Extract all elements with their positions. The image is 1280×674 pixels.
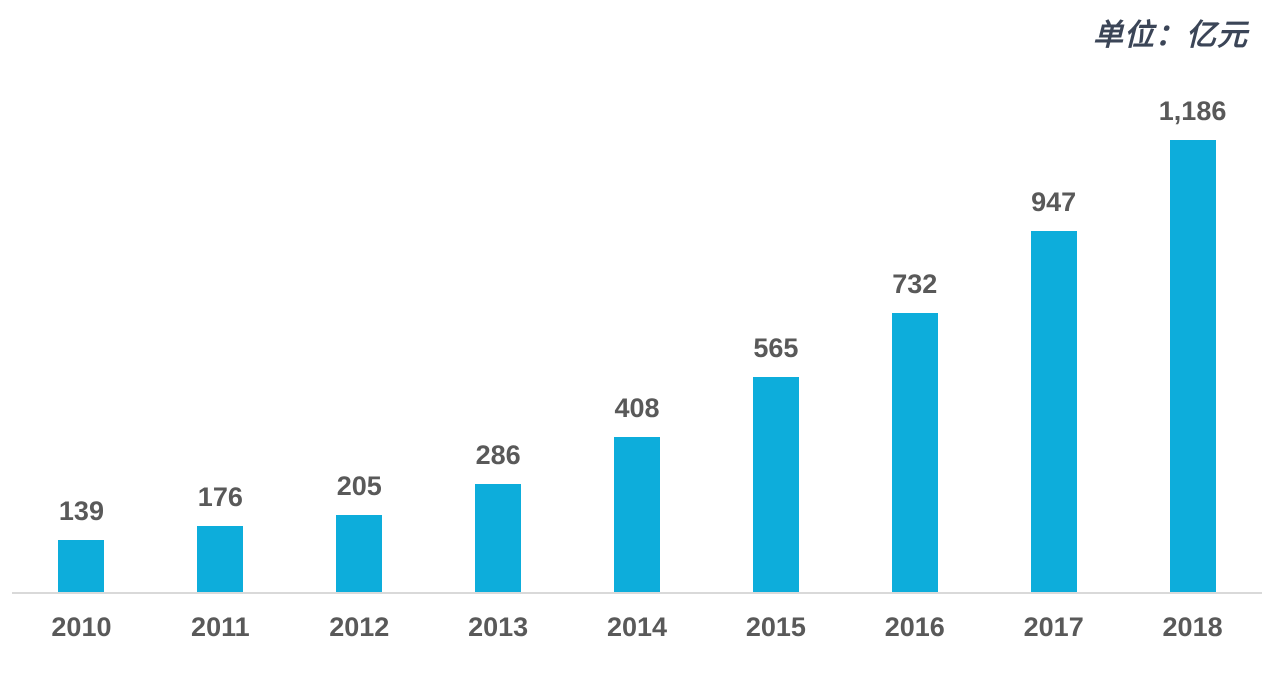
x-axis-label: 2010 [51, 612, 112, 642]
bar-group: 732 [845, 270, 984, 593]
plot-area: 139 176 205 286 408 565 732 947 1,186 [12, 0, 1262, 593]
bar-value-label: 205 [336, 471, 382, 502]
bar-group: 286 [429, 441, 568, 593]
bar-group: 408 [568, 394, 707, 593]
bar [475, 484, 522, 593]
bar [58, 540, 105, 593]
bar [1169, 140, 1216, 593]
x-axis-label: 2011 [191, 612, 250, 642]
bar-group: 139 [12, 497, 151, 593]
x-axis-label: 2013 [468, 612, 529, 642]
bar [891, 313, 938, 593]
x-axis-labels: 2010 2011 2012 2013 2014 2015 2016 2017 2018 [12, 611, 1262, 643]
x-axis-label: 2015 [745, 612, 806, 642]
bar [1030, 231, 1077, 593]
bar-value-label: 565 [753, 333, 799, 364]
bar-group: 205 [290, 472, 429, 593]
bar-value-label: 732 [892, 269, 938, 300]
x-axis-label: 2018 [1162, 612, 1223, 642]
bar-group: 1,186 [1123, 97, 1262, 593]
bar [614, 437, 660, 593]
bar [752, 377, 799, 593]
x-axis-label: 2017 [1023, 612, 1084, 642]
x-axis-label: 2014 [606, 612, 668, 642]
x-axis-label: 2016 [884, 612, 945, 642]
bar [336, 515, 383, 593]
bar-group: 176 [151, 483, 290, 593]
bar-value-label: 286 [475, 440, 521, 471]
bar-value-label: 139 [58, 496, 104, 527]
bar [197, 526, 244, 593]
x-axis-line [12, 592, 1262, 594]
bar-group: 565 [706, 334, 845, 593]
bar-group: 947 [984, 188, 1123, 593]
bar-value-label: 947 [1031, 187, 1077, 218]
bar-value-label: 1,186 [1158, 96, 1227, 127]
unit-label: 单位：亿元 [1093, 19, 1248, 52]
bar-value-label: 176 [197, 482, 243, 513]
bar-value-label: 408 [614, 393, 660, 424]
x-axis-label: 2012 [329, 612, 390, 642]
